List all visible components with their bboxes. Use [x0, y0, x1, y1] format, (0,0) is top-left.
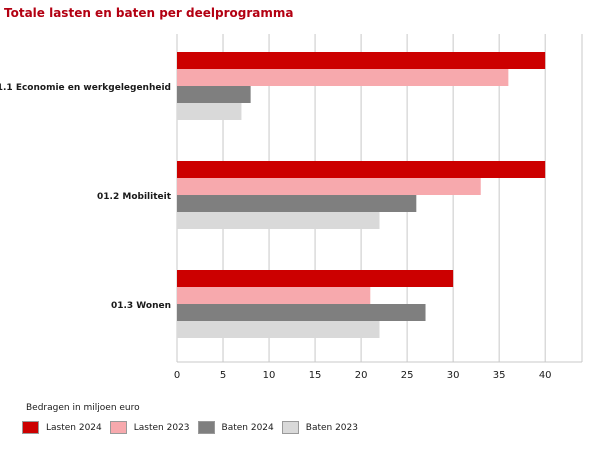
x-tick-label: 30: [447, 370, 460, 381]
bar-baten-2024-01-3-wonen: [177, 304, 426, 321]
bar-lasten-2024-01-2-mobiliteit: [177, 161, 546, 178]
bar-lasten-2023-01-2-mobiliteit: [177, 178, 481, 195]
legend-swatch-baten-2023: [281, 421, 299, 434]
legend-item-baten-2023: Baten 2023: [281, 421, 362, 434]
bar-lasten-2024-01-1-economie-en-werkgelegenheid: [177, 52, 546, 69]
bar-lasten-2024-01-3-wonen: [177, 270, 454, 287]
x-tick-label: 10: [263, 370, 276, 381]
x-tick-label: 0: [174, 370, 180, 381]
bar-layer: [177, 52, 546, 338]
category-label: 01.3 Wonen: [111, 301, 171, 311]
x-tick-label: 20: [355, 370, 368, 381]
bar-lasten-2023-01-3-wonen: [177, 287, 371, 304]
legend-swatch-lasten-2024: [22, 421, 39, 434]
x-tick-label: 5: [220, 370, 226, 381]
chart-title: Totale lasten en baten per deelprogramma: [4, 6, 294, 20]
bar-chart: 0 5 10 15 20 25 30 35 40 01.1 Economie en werkgel…: [0, 34, 583, 381]
legend-label-baten-2024: Baten 2024: [221, 422, 274, 433]
legend-label-lasten-2023: Lasten 2023: [133, 422, 190, 433]
x-tick-label: 25: [401, 370, 414, 381]
category-label: 01.1 Economie en werkgelegenheid: [0, 83, 171, 93]
bar-lasten-2023-01-1-economie-en-werkgelegenheid: [177, 69, 509, 86]
bar-baten-2023-01-3-wonen: [177, 321, 380, 338]
x-tick-label: 15: [309, 370, 322, 381]
x-tick-label: 35: [493, 370, 506, 381]
bar-baten-2024-01-2-mobiliteit: [177, 195, 417, 212]
legend-swatch-baten-2024: [197, 421, 215, 434]
legend-item-lasten-2023: Lasten 2023: [109, 421, 194, 434]
legend-label-lasten-2024: Lasten 2024: [46, 422, 102, 433]
legend: Lasten 2024 Lasten 2023 Baten 2024 Baten…: [22, 421, 366, 434]
bar-baten-2023-01-1-economie-en-werkgelegenheid: [177, 103, 242, 120]
bar-baten-2024-01-1-economie-en-werkgelegenheid: [177, 86, 251, 103]
legend-item-baten-2024: Baten 2024: [197, 421, 278, 434]
legend-item-lasten-2024: Lasten 2024: [22, 421, 106, 434]
legend-label-baten-2023: Baten 2023: [305, 422, 358, 433]
x-tick-label: 40: [539, 370, 552, 381]
unit-note: Bedragen in miljoen euro: [26, 403, 140, 413]
label-layer: 0 5 10 15 20 25 30 35 40 01.1 Economie en werkgel…: [0, 83, 552, 381]
category-label: 01.2 Mobiliteit: [97, 192, 172, 202]
bar-baten-2023-01-2-mobiliteit: [177, 212, 380, 229]
legend-swatch-lasten-2023: [109, 421, 127, 434]
